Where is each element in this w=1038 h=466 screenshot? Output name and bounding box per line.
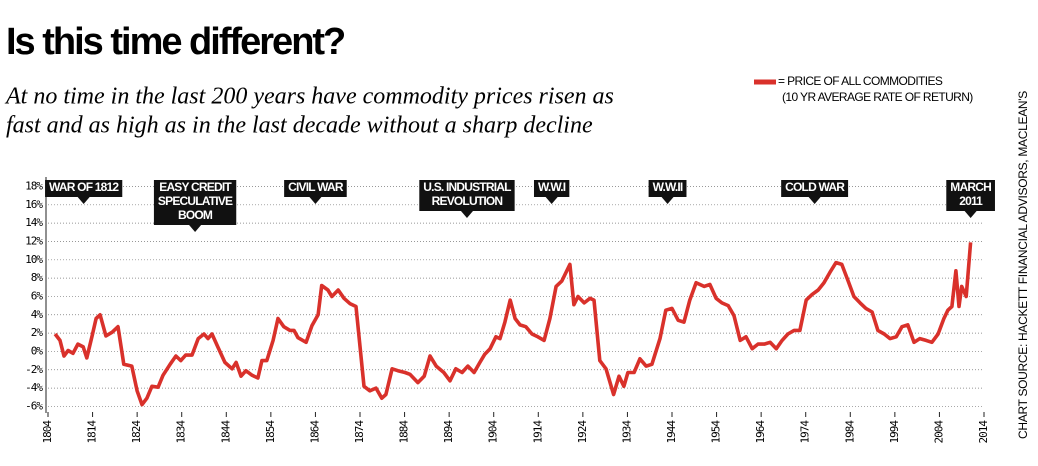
- chart-title: Is this time different?: [6, 21, 345, 63]
- annotation-box: [153, 180, 237, 225]
- legend-label: = PRICE OF ALL COMMODITIES: [778, 74, 943, 88]
- annotation-pointer: [808, 197, 821, 204]
- x-tick-label: 1974: [799, 420, 812, 444]
- x-tick-label: 1954: [710, 420, 723, 444]
- x-tick-label: 2014: [977, 420, 990, 444]
- annotation: W.W.I: [533, 180, 570, 204]
- y-tick-label: 2%: [31, 326, 44, 339]
- y-tick-label: 14%: [25, 216, 43, 229]
- annotation-label: COLD WAR: [785, 180, 845, 194]
- annotation-box: [419, 180, 515, 211]
- x-tick-label: 1814: [86, 420, 99, 444]
- annotation-box: [946, 180, 995, 211]
- annotation-label: U.S. INDUSTRIAL: [423, 180, 511, 194]
- annotation: W.W.II: [648, 180, 687, 204]
- annotation-label: 2011: [959, 194, 983, 208]
- x-tick-label: 1964: [754, 420, 767, 444]
- annotation-label: W.W.II: [653, 180, 683, 194]
- y-tick-label: 16%: [25, 198, 43, 211]
- y-tick-label: 18%: [25, 179, 43, 192]
- annotation-label: EASY CREDIT: [159, 180, 232, 194]
- source: CHART SOURCE: HACKETT FINANCIAL ADVISORS…: [1016, 91, 1030, 439]
- annotation-pointer: [189, 225, 202, 232]
- y-tick-label: -4%: [25, 381, 43, 394]
- annotation-label: SPECULATIVE: [158, 194, 233, 208]
- series-line: [53, 242, 973, 407]
- annotation-box: [45, 180, 123, 197]
- y-tick-label: 6%: [31, 289, 44, 302]
- annotation: COLD WAR: [781, 180, 849, 204]
- annotation-pointer: [460, 211, 473, 218]
- y-tick-label: 10%: [25, 253, 43, 266]
- x-tick-label: 1854: [264, 420, 277, 444]
- chart-subtitle: At no time in the last 200 years have co…: [4, 84, 614, 110]
- x-tick-label: 1804: [41, 420, 54, 444]
- x-tick-label: 2004: [932, 420, 945, 444]
- annotation-box: [781, 180, 849, 197]
- x-tick-label: 1984: [843, 420, 856, 444]
- x-tick-label: 1864: [308, 420, 321, 444]
- annotation-label: WAR OF 1812: [49, 180, 119, 194]
- x-tick-label: 1914: [531, 420, 544, 444]
- chart-subtitle: fast and as high as in the last decade w…: [6, 113, 593, 139]
- y-tick-label: 8%: [31, 271, 44, 284]
- x-tick-label: 1874: [353, 420, 366, 444]
- legend-note: (10 YR AVERAGE RATE OF RETURN): [782, 90, 973, 104]
- x-tick-label: 1934: [620, 420, 633, 444]
- x-tick-label: 1994: [888, 420, 901, 444]
- annotation-box: [284, 180, 347, 197]
- annotation-pointer: [309, 197, 322, 204]
- x-tick-label: 1834: [175, 420, 188, 444]
- x-tick-label: 1884: [398, 420, 411, 444]
- x-tick-label: 1904: [487, 420, 500, 444]
- annotation-label: BOOM: [178, 208, 213, 222]
- y-tick-label: 12%: [25, 234, 43, 247]
- annotation-pointer: [77, 197, 90, 204]
- y-tick-label: -6%: [25, 399, 43, 412]
- y-tick-label: 4%: [31, 308, 44, 321]
- annotation-pointer: [661, 197, 674, 204]
- annotation-box: [533, 180, 570, 197]
- annotation: CIVIL WAR: [284, 180, 347, 204]
- annotation-pointer: [964, 211, 977, 218]
- y-tick-label: -2%: [25, 363, 43, 376]
- annotation-label: MARCH: [950, 180, 991, 194]
- x-tick-label: 1844: [219, 420, 232, 444]
- x-tick-label: 1924: [576, 420, 589, 444]
- annotation-label: REVOLUTION: [432, 194, 503, 208]
- annotation-box: [648, 180, 687, 197]
- annotation: WAR OF 1812: [45, 180, 123, 204]
- x-tick-label: 1944: [665, 420, 678, 444]
- annotation-label: W.W.I: [538, 180, 566, 194]
- y-tick-label: 0%: [31, 344, 44, 357]
- annotation-label: CIVIL WAR: [288, 180, 344, 194]
- x-tick-label: 1824: [130, 420, 143, 444]
- x-tick-label: 1894: [442, 420, 455, 444]
- annotation-pointer: [545, 197, 558, 204]
